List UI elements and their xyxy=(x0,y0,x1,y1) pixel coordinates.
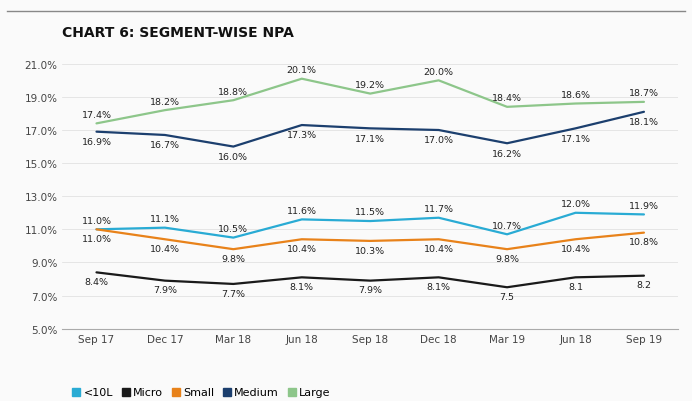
Line: Micro: Micro xyxy=(96,273,644,288)
Text: 10.4%: 10.4% xyxy=(150,244,180,253)
Medium xyxy=(640,110,648,115)
Small xyxy=(435,237,443,242)
Large xyxy=(298,77,306,82)
Text: 10.8%: 10.8% xyxy=(629,238,659,247)
Micro xyxy=(435,275,443,280)
Legend: <10L, Micro, Small, Medium, Large: <10L, Micro, Small, Medium, Large xyxy=(68,383,335,401)
Text: 11.1%: 11.1% xyxy=(150,215,180,223)
<10L xyxy=(298,217,306,222)
Text: 17.1%: 17.1% xyxy=(355,134,385,144)
Large xyxy=(640,100,648,105)
Text: 10.7%: 10.7% xyxy=(492,221,522,230)
<10L xyxy=(366,219,374,224)
Text: 8.1%: 8.1% xyxy=(427,282,450,291)
Text: 17.3%: 17.3% xyxy=(286,131,317,140)
<10L xyxy=(640,213,648,217)
Text: 7.9%: 7.9% xyxy=(153,286,177,294)
Small xyxy=(572,237,580,242)
Text: 16.9%: 16.9% xyxy=(82,138,111,147)
Small xyxy=(229,247,237,252)
Text: 19.2%: 19.2% xyxy=(355,81,385,90)
Text: 9.8%: 9.8% xyxy=(495,254,519,263)
Text: 11.6%: 11.6% xyxy=(286,206,317,215)
Text: 17.0%: 17.0% xyxy=(424,136,454,145)
Text: 10.3%: 10.3% xyxy=(355,246,385,255)
Text: 16.7%: 16.7% xyxy=(150,141,180,150)
Text: 11.0%: 11.0% xyxy=(82,216,111,225)
Text: 12.0%: 12.0% xyxy=(561,200,590,209)
Text: 17.4%: 17.4% xyxy=(82,111,111,119)
Small xyxy=(366,239,374,244)
<10L xyxy=(229,236,237,241)
Text: 10.4%: 10.4% xyxy=(424,244,454,253)
Text: 18.8%: 18.8% xyxy=(219,87,248,96)
Medium xyxy=(435,128,443,133)
Medium xyxy=(298,124,306,128)
Text: 20.1%: 20.1% xyxy=(286,66,317,75)
Text: 7.5: 7.5 xyxy=(500,292,515,301)
Micro xyxy=(503,285,511,290)
Large xyxy=(435,79,443,83)
Text: 20.0%: 20.0% xyxy=(424,68,454,77)
Text: 10.4%: 10.4% xyxy=(286,244,317,253)
Text: 11.0%: 11.0% xyxy=(82,234,111,243)
Small xyxy=(92,227,100,232)
Text: 16.2%: 16.2% xyxy=(492,149,522,158)
Micro xyxy=(92,270,100,275)
Medium xyxy=(572,127,580,132)
Line: Large: Large xyxy=(96,79,644,124)
Medium xyxy=(229,145,237,150)
Large xyxy=(161,108,169,113)
Text: 8.1%: 8.1% xyxy=(290,282,313,291)
Medium xyxy=(366,127,374,132)
Text: CHART 6: SEGMENT-WISE NPA: CHART 6: SEGMENT-WISE NPA xyxy=(62,26,294,40)
Micro xyxy=(640,273,648,278)
Text: 8.1: 8.1 xyxy=(568,282,583,291)
Text: 11.9%: 11.9% xyxy=(629,201,659,210)
Text: 8.2: 8.2 xyxy=(637,281,651,290)
Medium xyxy=(503,142,511,146)
<10L xyxy=(435,216,443,221)
Text: 18.7%: 18.7% xyxy=(629,89,659,98)
Micro xyxy=(298,275,306,280)
Medium xyxy=(92,130,100,135)
Small xyxy=(298,237,306,242)
Line: Small: Small xyxy=(96,230,644,249)
Micro xyxy=(572,275,580,280)
<10L xyxy=(92,227,100,232)
Small xyxy=(640,231,648,235)
Line: Medium: Medium xyxy=(96,113,644,147)
Text: 18.4%: 18.4% xyxy=(492,94,522,103)
Text: 7.7%: 7.7% xyxy=(221,289,246,298)
Text: 18.2%: 18.2% xyxy=(150,97,180,106)
Small xyxy=(161,237,169,242)
Text: 16.0%: 16.0% xyxy=(219,153,248,162)
Text: 11.7%: 11.7% xyxy=(424,205,454,214)
Large xyxy=(366,92,374,97)
Micro xyxy=(366,279,374,284)
Text: 18.1%: 18.1% xyxy=(629,118,659,127)
Text: 8.4%: 8.4% xyxy=(84,277,109,286)
Text: 10.4%: 10.4% xyxy=(561,244,590,253)
Line: <10L: <10L xyxy=(96,213,644,238)
Medium xyxy=(161,133,169,138)
Micro xyxy=(161,279,169,284)
Text: 9.8%: 9.8% xyxy=(221,254,246,263)
Text: 7.9%: 7.9% xyxy=(358,286,382,294)
<10L xyxy=(161,226,169,231)
Text: 17.1%: 17.1% xyxy=(561,134,590,144)
Large xyxy=(503,105,511,110)
<10L xyxy=(503,232,511,237)
Text: 18.6%: 18.6% xyxy=(561,91,590,100)
Large xyxy=(572,102,580,107)
Small xyxy=(503,247,511,252)
Micro xyxy=(229,282,237,287)
Large xyxy=(92,122,100,126)
Text: 11.5%: 11.5% xyxy=(355,208,385,217)
Text: 10.5%: 10.5% xyxy=(219,225,248,233)
Large xyxy=(229,99,237,103)
<10L xyxy=(572,211,580,216)
